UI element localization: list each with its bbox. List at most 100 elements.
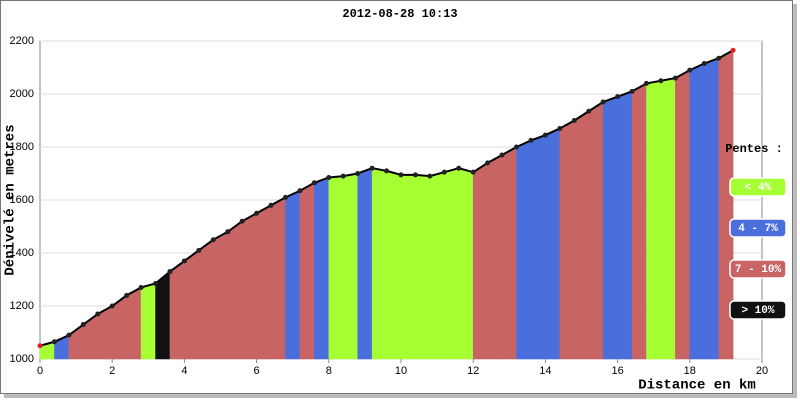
x-tick-label: 2 [109, 365, 115, 377]
profile-point [138, 284, 144, 290]
profile-point [470, 169, 476, 175]
profile-point [311, 180, 317, 186]
slope-segment [646, 80, 662, 360]
legend-swatch [729, 218, 787, 238]
y-tick-label: 2000 [10, 88, 34, 100]
profile-point [37, 343, 43, 349]
profile-point [196, 247, 202, 253]
shadow [4, 394, 796, 398]
profile-point [254, 210, 260, 216]
slope-segment [256, 204, 272, 360]
profile-point [398, 172, 404, 178]
profile-point [716, 55, 722, 61]
profile-point [730, 47, 736, 53]
profile-point [687, 67, 693, 73]
legend-swatch [729, 259, 787, 279]
x-tick-label: 20 [756, 365, 768, 377]
profile-point [701, 61, 707, 67]
x-tick-label: 10 [395, 365, 407, 377]
profile-point [643, 80, 649, 86]
y-tick-label: 1600 [10, 194, 34, 206]
profile-point [282, 194, 288, 200]
slope-segment [140, 283, 156, 360]
legend-label: 7 - 10% [735, 264, 782, 276]
profile-point [355, 171, 361, 176]
slope-segment [227, 220, 243, 360]
x-tick-label: 14 [539, 365, 551, 377]
x-tick-label: 8 [326, 365, 332, 377]
slope-segment [371, 167, 387, 360]
slope-segment [516, 139, 532, 360]
y-tick-label: 2200 [10, 35, 34, 47]
profile-point [297, 188, 303, 194]
slope-segment [400, 174, 416, 360]
profile-point [586, 108, 592, 114]
profile-point [600, 99, 606, 105]
profile-point [514, 144, 520, 150]
y-tick-label: 1000 [10, 353, 34, 365]
slope-segment [602, 96, 618, 360]
profile-point [95, 311, 101, 317]
slope-segment [444, 167, 460, 360]
slope-segment [501, 146, 517, 360]
profile-point [225, 229, 231, 235]
x-tick-label: 16 [611, 365, 623, 377]
profile-point [427, 173, 433, 179]
profile-point [210, 237, 216, 243]
legend-label: 4 - 7% [738, 223, 778, 235]
slope-segment [184, 249, 200, 360]
profile-point [51, 339, 57, 345]
slope-segment [357, 167, 373, 360]
shadow [793, 4, 797, 398]
y-tick-label: 1800 [10, 141, 34, 153]
legend-label: < 4% [745, 182, 772, 194]
slope-segment [328, 175, 344, 360]
legend-swatch [729, 177, 787, 197]
x-tick-label: 6 [254, 365, 260, 377]
profile-point [542, 132, 548, 138]
slope-segment [314, 177, 330, 360]
chart-title: 2012-08-28 10:13 [342, 7, 457, 21]
profile-point [615, 94, 621, 100]
profile-point [153, 280, 159, 286]
slope-segment [530, 134, 546, 360]
profile-point [672, 75, 678, 81]
slope-segment [126, 287, 142, 360]
x-tick-label: 0 [37, 365, 43, 377]
slope-segment [458, 167, 474, 360]
x-tick-label: 4 [181, 365, 187, 377]
profile-point [412, 172, 418, 178]
slope-segment [559, 120, 575, 360]
slope-segment [169, 260, 185, 360]
slope-segment [213, 231, 228, 360]
y-tick-label: 1200 [10, 300, 34, 312]
legend-swatch [729, 300, 787, 320]
profile-point [571, 118, 577, 123]
profile-point [167, 269, 173, 275]
slope-segment [429, 171, 445, 360]
profile-point [340, 173, 346, 179]
profile-point [268, 202, 274, 208]
slope-segment [588, 101, 604, 360]
profile-point [629, 88, 635, 94]
profile-point [557, 125, 563, 131]
x-tick-label: 12 [467, 365, 479, 377]
slope-segment [487, 154, 503, 360]
slope-segment [342, 173, 358, 360]
slope-segment [241, 212, 257, 360]
slope-segment [415, 174, 431, 360]
legend-title: Pentes : [725, 142, 783, 156]
slope-segment [689, 63, 705, 360]
slope-segment [617, 90, 633, 360]
profile-point [384, 168, 390, 174]
profile-point [499, 152, 505, 158]
profile-point [456, 165, 462, 171]
slope-segment [660, 77, 676, 360]
slope-segment [386, 170, 402, 360]
profile-point [528, 137, 534, 143]
profile-point [239, 218, 245, 224]
slope-segment [545, 128, 561, 360]
profile-point [80, 322, 86, 328]
slope-segment [198, 239, 214, 360]
legend-label: > 10% [741, 305, 774, 317]
